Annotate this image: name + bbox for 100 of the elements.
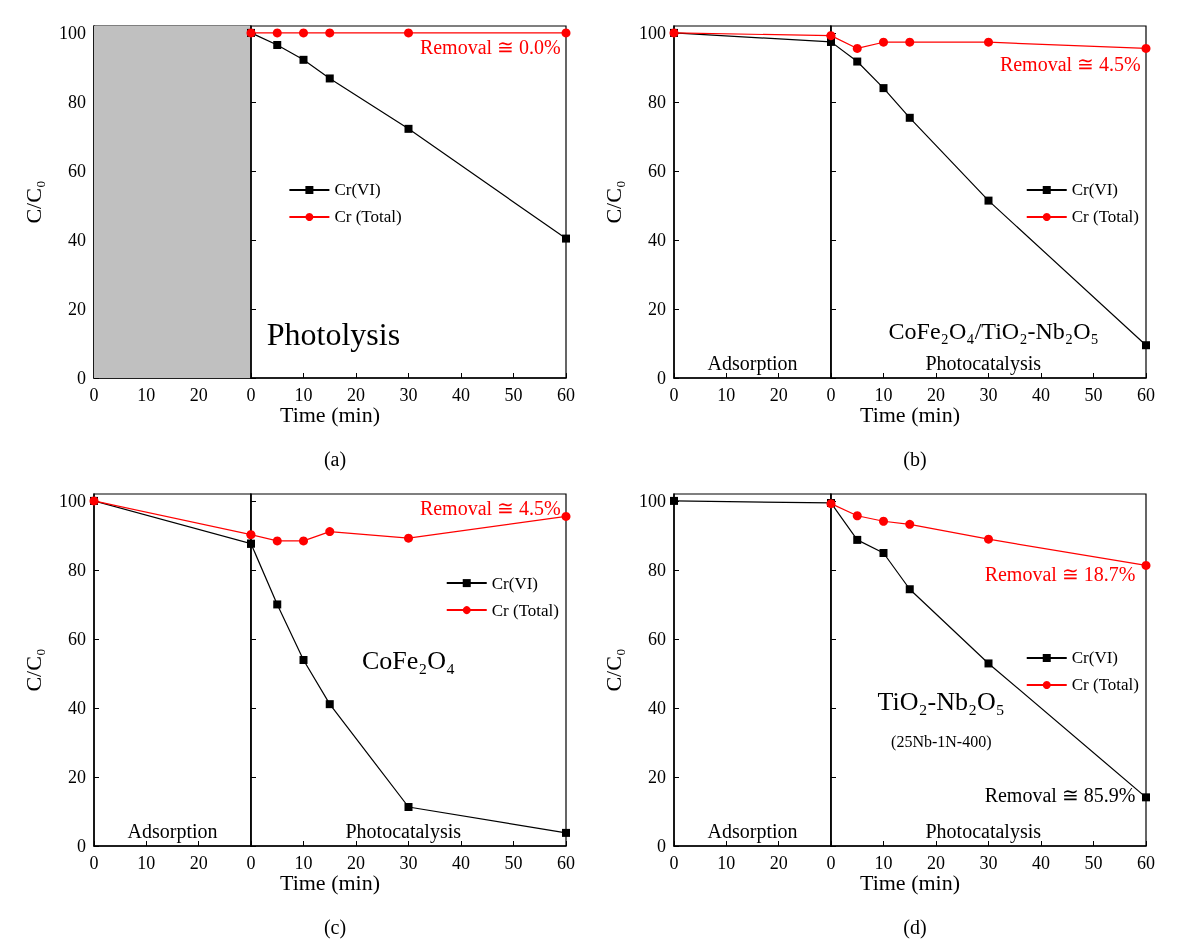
annotation: Photocatalysis	[345, 819, 462, 843]
x-tick-label: 20	[769, 853, 788, 873]
x-tick-label: 30	[399, 853, 418, 873]
point	[1141, 560, 1151, 570]
y-tick-label: 80	[648, 559, 666, 580]
x-tick-label: 50	[504, 385, 523, 405]
y-tick-label: 40	[68, 697, 86, 718]
y-tick-label: 20	[68, 298, 86, 319]
x-tick-label: 0	[246, 385, 256, 405]
point	[247, 539, 255, 548]
point	[325, 527, 335, 537]
y-tick-label: 80	[648, 91, 666, 112]
point	[561, 511, 571, 521]
x-tick-label: 0	[246, 853, 256, 873]
point	[879, 84, 888, 93]
annotation: Removal ≅ 4.5%	[419, 497, 561, 520]
annotation: TiO₂-Nb₂O₅	[877, 687, 1005, 717]
point	[562, 234, 570, 243]
y-axis-title: C/C₀	[600, 648, 626, 692]
x-tick-label: 60	[1137, 853, 1155, 873]
point	[905, 113, 914, 122]
point	[852, 511, 862, 521]
point	[273, 40, 282, 49]
x-tick-label: 0	[826, 853, 836, 873]
y-tick-label: 0	[77, 836, 86, 856]
annotation: Photocatalysis	[925, 351, 1042, 375]
point	[1141, 43, 1151, 53]
point	[325, 700, 334, 709]
x-tick-label: 60	[557, 385, 575, 405]
y-tick-label: 20	[648, 766, 666, 787]
y-tick-label: 80	[68, 91, 86, 112]
y-axis-title: C/C₀	[20, 180, 46, 224]
y-axis-title: C/C₀	[20, 648, 46, 692]
legend-label: Cr(VI)	[334, 180, 381, 200]
y-tick-label: 60	[68, 628, 86, 649]
text: (d)	[903, 916, 927, 939]
point	[404, 124, 413, 133]
legend-label: Cr (Total)	[1071, 207, 1139, 227]
point	[273, 600, 282, 609]
y-tick-label: 0	[77, 368, 86, 388]
point	[299, 536, 308, 546]
point	[826, 31, 836, 41]
x-tick-label: 10	[137, 853, 156, 873]
y-tick-label: 80	[68, 559, 86, 580]
legend-label: Cr(VI)	[1071, 648, 1118, 668]
y-tick-label: 60	[648, 628, 666, 649]
y-axis-title: C/C₀	[600, 180, 626, 224]
point	[1142, 341, 1150, 350]
y-tick-label: 60	[648, 160, 666, 181]
annotation: CoFe₂O₄	[361, 645, 456, 675]
y-tick-label: 40	[68, 229, 86, 250]
legend-label: Cr(VI)	[1071, 180, 1118, 200]
point	[404, 803, 413, 811]
annotation: (25Nb-1N-400)	[891, 732, 992, 751]
legend-label: Cr (Total)	[491, 600, 559, 620]
annotation: Adsorption	[127, 819, 218, 843]
point	[879, 549, 888, 558]
point	[905, 37, 915, 47]
x-tick-label: 10	[717, 853, 736, 873]
x-tick-label: 60	[1137, 385, 1155, 405]
point	[984, 534, 993, 544]
x-tick-label: 20	[189, 385, 208, 405]
annotation: Removal ≅ 4.5%	[999, 53, 1141, 76]
x-tick-label: 50	[504, 853, 523, 873]
x-tick-label: 40	[452, 853, 470, 873]
text: (b)	[903, 448, 927, 471]
point	[905, 519, 915, 529]
annotation: Adsorption	[707, 819, 798, 843]
point	[272, 28, 282, 38]
point	[272, 536, 282, 546]
point	[246, 530, 256, 540]
x-tick-label: 10	[137, 385, 156, 405]
y-tick-label: 20	[68, 766, 86, 787]
point	[561, 28, 571, 38]
y-tick-label: 0	[657, 368, 666, 388]
legend-label: Cr(VI)	[491, 573, 538, 593]
x-tick-label: 20	[769, 385, 788, 405]
point	[879, 516, 888, 526]
y-tick-label: 20	[648, 298, 666, 319]
annotation: Removal ≅ 18.7%	[984, 562, 1136, 585]
text: (c)	[323, 916, 347, 939]
point	[1142, 793, 1150, 802]
x-tick-label: 50	[1084, 385, 1103, 405]
x-tick-label: 40	[1032, 385, 1050, 405]
annotation: Adsorption	[707, 351, 798, 375]
point	[984, 196, 993, 205]
y-tick-label: 100	[59, 490, 86, 511]
x-tick-label: 0	[826, 385, 836, 405]
point	[299, 28, 308, 38]
y-tick-label: 100	[59, 22, 86, 43]
legend-label: Cr (Total)	[334, 207, 402, 227]
y-tick-label: 40	[648, 229, 666, 250]
x-tick-label: 10	[717, 385, 736, 405]
point	[299, 655, 308, 664]
point	[984, 659, 993, 668]
point	[325, 28, 335, 38]
x-tick-label: 60	[557, 853, 575, 873]
point	[325, 74, 334, 83]
point	[853, 535, 862, 544]
y-tick-label: 100	[639, 490, 666, 511]
